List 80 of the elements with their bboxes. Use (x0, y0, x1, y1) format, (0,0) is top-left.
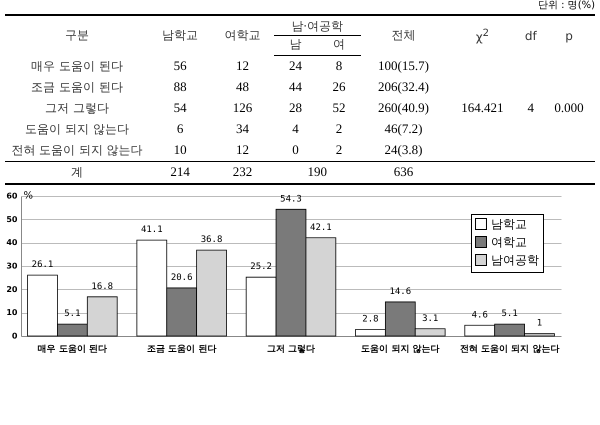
legend-label: 남여공학 (491, 252, 539, 266)
category-label: p (543, 15, 595, 56)
legend-label: 여학교 (491, 234, 527, 248)
y-axis-title: % (24, 190, 34, 201)
text: 남·여공학 (274, 15, 361, 36)
text: 54 (174, 100, 187, 115)
text: 8 (336, 58, 342, 74)
category-label: 전체 (360, 15, 446, 56)
text: 56 (174, 58, 187, 73)
text: 214 (170, 164, 190, 179)
text: 190 (307, 164, 327, 179)
category-label: 여 (317, 36, 361, 56)
category-label: 여학교 (211, 15, 274, 56)
y-tick-label: 50 (6, 214, 18, 224)
text: 100(15.7) (378, 58, 429, 73)
text: 34 (236, 121, 250, 136)
text: 24 (288, 58, 302, 74)
data-label: 4.6 (472, 310, 488, 320)
y-tick-label: 20 (6, 284, 18, 294)
text: 260(40.9) (378, 100, 429, 115)
category-label: 조금 도움이 된다 (31, 80, 123, 94)
text: 6 (176, 121, 184, 136)
category-label: χ$^{2}$ (446, 15, 518, 56)
data-label: 2.8 (362, 314, 379, 324)
text: 206(32.4) (378, 79, 429, 94)
text: 164.421 (461, 100, 504, 115)
text: 52 (332, 100, 346, 115)
data-label: 26.1 (32, 260, 54, 270)
data-label: 20.6 (170, 272, 193, 282)
text: 636 (394, 164, 414, 179)
x-tick-label: 매우 도움이 된다 (38, 344, 108, 354)
text: 44 (288, 79, 302, 94)
category-label: 도움이 되지 않는다 (25, 122, 129, 136)
x-tick-label: 그저 그렇다 (266, 344, 316, 354)
category-label: 계 (71, 164, 83, 178)
data-label: 25.2 (250, 262, 272, 272)
category-label: 그저 그렇다 (45, 100, 109, 114)
x-tick-label: 도움이 되지 않는다 (361, 344, 440, 354)
category-label: 매우 도움이 된다 (31, 58, 123, 72)
data-label: 42.1 (310, 222, 332, 232)
text: 0 (292, 142, 299, 157)
category-label: 구분 (5, 15, 149, 56)
data-label: 1 (536, 318, 542, 328)
text: 88 (174, 79, 187, 94)
x-tick-label: 조금 도움이 된다 (147, 344, 216, 354)
category-label: 남학교 (149, 15, 212, 56)
text: 48 (236, 79, 250, 94)
category-label: 남 (274, 36, 318, 56)
y-tick-label: 40 (6, 238, 18, 247)
text: 4 (528, 100, 534, 115)
data-label: 36.8 (200, 234, 222, 245)
text: 0.000 (554, 100, 584, 115)
y-tick-label: 10 (6, 308, 18, 317)
data-label: 41.1 (140, 224, 163, 235)
category-label: 전혀 도움이 되지 않는다 (11, 142, 143, 156)
data-label: 16.8 (91, 281, 114, 292)
text: 24(3.8) (384, 142, 422, 157)
x-tick-label: 전혀 도움이 되지 않는다 (460, 344, 560, 354)
text: 12 (236, 142, 250, 157)
text: 26 (332, 79, 346, 94)
data-label: 5.1 (64, 308, 81, 319)
category-label: df (518, 15, 544, 56)
text: 232 (232, 164, 252, 179)
text: 12 (236, 58, 250, 73)
y-tick-label: 60 (6, 191, 18, 200)
y-tick-label: 30 (6, 261, 18, 270)
text: 단위 : 명(%) (536, 0, 595, 12)
y-tick-label: 0 (12, 331, 18, 340)
text: 4 (292, 121, 299, 136)
text: 2 (336, 142, 342, 157)
data-label: 54.3 (280, 194, 302, 204)
text: 2 (336, 121, 342, 136)
data-label: 5.1 (501, 308, 518, 319)
text: 28 (288, 100, 302, 115)
data-label: 14.6 (389, 286, 412, 296)
data-label: 3.1 (422, 313, 438, 324)
text: 10 (174, 142, 187, 157)
legend-label: 남학교 (491, 216, 527, 230)
text: 126 (232, 100, 252, 115)
text: 46(7.2) (384, 121, 422, 136)
